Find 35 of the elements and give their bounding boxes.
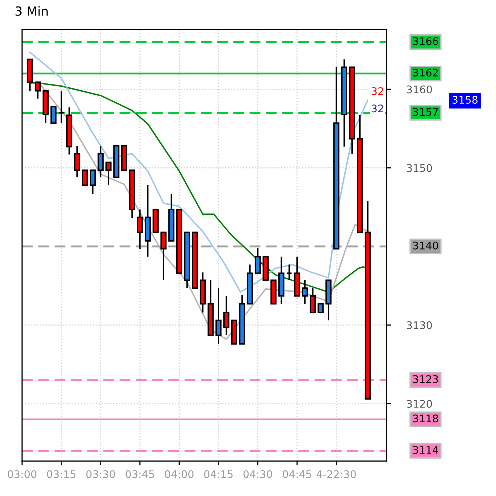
text: 3158 bbox=[452, 96, 478, 104]
candlestick bbox=[34, 82, 42, 100]
candlestick bbox=[310, 288, 316, 314]
x-tick-label: 4-22:30 bbox=[316, 470, 356, 478]
candlestick bbox=[58, 90, 65, 124]
chart-title: 3 Min bbox=[16, 6, 48, 16]
ref-line-label: 3140 bbox=[413, 242, 438, 250]
candlestick bbox=[137, 209, 144, 250]
x-tick-label: 03:15 bbox=[47, 470, 76, 478]
x-tick-label: 03:00 bbox=[8, 470, 37, 478]
y-tick-label: 3150 bbox=[407, 164, 432, 172]
ref-line-label: 3162 bbox=[413, 68, 438, 77]
candlestick bbox=[144, 184, 152, 258]
x-tick-label: 04:45 bbox=[282, 470, 312, 478]
ref-line-label: 3166 bbox=[413, 37, 438, 46]
x-tick-label: 04:30 bbox=[244, 470, 272, 478]
annotation: 32 bbox=[372, 104, 384, 113]
candlestick bbox=[286, 264, 293, 282]
y-tick-label: 3130 bbox=[407, 322, 432, 330]
candlestick bbox=[254, 248, 262, 274]
candlestick bbox=[200, 272, 206, 314]
y-tick-label: 3120 bbox=[407, 400, 432, 408]
x-tick-label: 03:30 bbox=[86, 470, 116, 478]
ref-line-label: 3118 bbox=[413, 414, 438, 423]
x-tick-label: 04:00 bbox=[165, 470, 194, 478]
x-tick-label: 04:15 bbox=[204, 470, 233, 478]
ref-line-label: 3123 bbox=[413, 375, 438, 384]
x-tick-label: 03:45 bbox=[126, 470, 154, 478]
ref-line-label: 3114 bbox=[413, 446, 438, 454]
candlestick bbox=[231, 320, 238, 345]
candlestick bbox=[90, 170, 96, 195]
annotation: 32 bbox=[372, 87, 384, 96]
ref-line-label: 3157 bbox=[413, 108, 438, 116]
candlestick bbox=[27, 58, 34, 92]
y-tick-label: 3160 bbox=[407, 86, 432, 94]
